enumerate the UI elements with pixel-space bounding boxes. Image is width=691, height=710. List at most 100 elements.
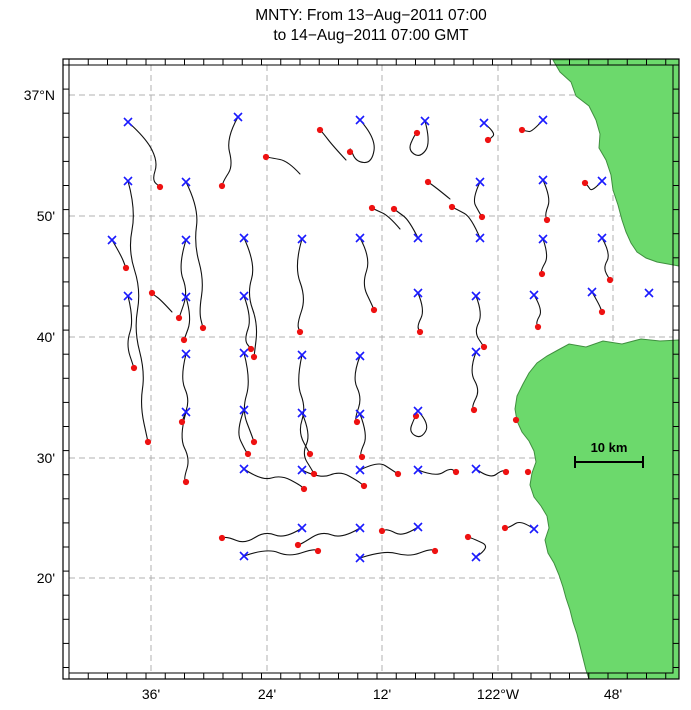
trajectory-path — [393, 208, 419, 239]
start-position-marker — [123, 291, 133, 301]
start-position-marker — [355, 351, 365, 361]
trajectory-path — [243, 237, 258, 358]
end-position-marker — [538, 270, 546, 278]
end-position-marker — [543, 216, 551, 224]
end-position-marker — [464, 533, 472, 541]
start-position-marker — [233, 112, 243, 122]
end-position-marker — [413, 129, 421, 137]
start-position-marker — [413, 465, 423, 475]
start-position-marker — [239, 348, 249, 358]
end-position-marker — [518, 126, 526, 134]
trajectory-path — [111, 239, 127, 269]
trajectory-path — [243, 295, 252, 350]
end-position-marker — [598, 308, 606, 316]
end-position-marker — [581, 179, 589, 187]
start-position-marker — [420, 116, 430, 126]
trajectory-path — [540, 238, 548, 275]
start-position-marker — [479, 118, 489, 128]
figure-title-line-1: MNTY: From 13−Aug−2011 07:00 — [255, 7, 487, 24]
end-position-marker — [501, 524, 509, 532]
trajectory-path — [221, 527, 303, 543]
start-position-marker — [529, 290, 539, 300]
end-position-marker — [512, 416, 520, 424]
end-position-marker — [378, 527, 386, 535]
start-position-marker — [355, 409, 365, 419]
trajectory-path — [533, 294, 542, 328]
start-position-marker — [239, 551, 249, 561]
end-position-marker — [180, 336, 188, 344]
start-position-marker — [123, 176, 133, 186]
start-position-marker — [413, 288, 423, 298]
trajectory-path — [427, 181, 451, 200]
end-position-marker — [360, 482, 368, 490]
end-position-marker — [156, 183, 164, 191]
y-axis-tick-label: 50' — [36, 208, 55, 224]
trajectory-path — [504, 521, 535, 530]
start-position-marker — [355, 553, 365, 563]
trajectory-path — [521, 119, 544, 133]
trajectory-path — [181, 353, 189, 423]
trajectory-path — [127, 295, 135, 369]
start-position-marker — [297, 465, 307, 475]
trajectory-path — [417, 292, 424, 333]
trajectory-path — [183, 296, 191, 341]
end-position-marker — [130, 364, 138, 372]
end-position-marker — [250, 438, 258, 446]
end-position-marker — [452, 468, 460, 476]
start-position-marker — [587, 287, 597, 297]
frame-inner — [68, 64, 674, 674]
end-position-marker — [314, 547, 322, 555]
end-position-marker — [390, 205, 398, 213]
y-axis-tick-label: 20' — [36, 570, 55, 586]
start-position-marker — [471, 464, 481, 474]
trajectory-path — [359, 549, 436, 559]
end-position-marker — [316, 126, 324, 134]
trajectory-path — [243, 352, 255, 443]
trajectory-path — [243, 468, 305, 490]
trajectory-path — [301, 469, 365, 487]
end-position-marker — [296, 328, 304, 336]
end-position-marker — [478, 213, 486, 221]
end-position-marker — [218, 534, 226, 542]
trajectory-path — [349, 119, 375, 164]
trajectory-path — [185, 181, 204, 329]
start-position-marker — [413, 522, 423, 532]
start-position-marker — [355, 233, 365, 243]
start-position-marker — [181, 235, 191, 245]
start-position-marker — [297, 523, 307, 533]
trajectory-path — [359, 237, 375, 311]
end-position-marker — [300, 485, 308, 493]
end-position-marker — [534, 323, 542, 331]
end-position-marker — [247, 345, 255, 353]
land-polygon — [514, 338, 680, 680]
trajectory-path — [471, 351, 479, 411]
trajectory-path — [359, 463, 399, 475]
trajectory-path — [319, 129, 347, 161]
end-position-marker — [244, 450, 252, 458]
trajectory-path — [591, 291, 603, 313]
trajectory-path — [127, 121, 161, 188]
trajectory-path — [265, 156, 301, 175]
scale-bar-label: 10 km — [591, 440, 628, 455]
start-position-marker — [123, 117, 133, 127]
start-position-marker — [597, 233, 607, 243]
start-position-marker — [355, 465, 365, 475]
start-position-marker — [297, 408, 307, 418]
start-position-marker — [538, 234, 548, 244]
end-position-marker — [448, 203, 456, 211]
trajectory-path — [601, 237, 611, 281]
start-position-marker — [181, 292, 191, 302]
end-position-marker — [144, 438, 152, 446]
end-position-marker — [431, 547, 439, 555]
start-position-marker — [297, 350, 307, 360]
start-position-marker — [413, 233, 423, 243]
trajectory-path — [298, 354, 311, 455]
end-position-marker — [502, 468, 510, 476]
trajectory-path — [151, 292, 173, 313]
trajectory-path — [410, 410, 428, 438]
trajectory-path — [467, 536, 487, 558]
end-position-marker — [524, 468, 532, 476]
start-position-marker — [181, 407, 191, 417]
